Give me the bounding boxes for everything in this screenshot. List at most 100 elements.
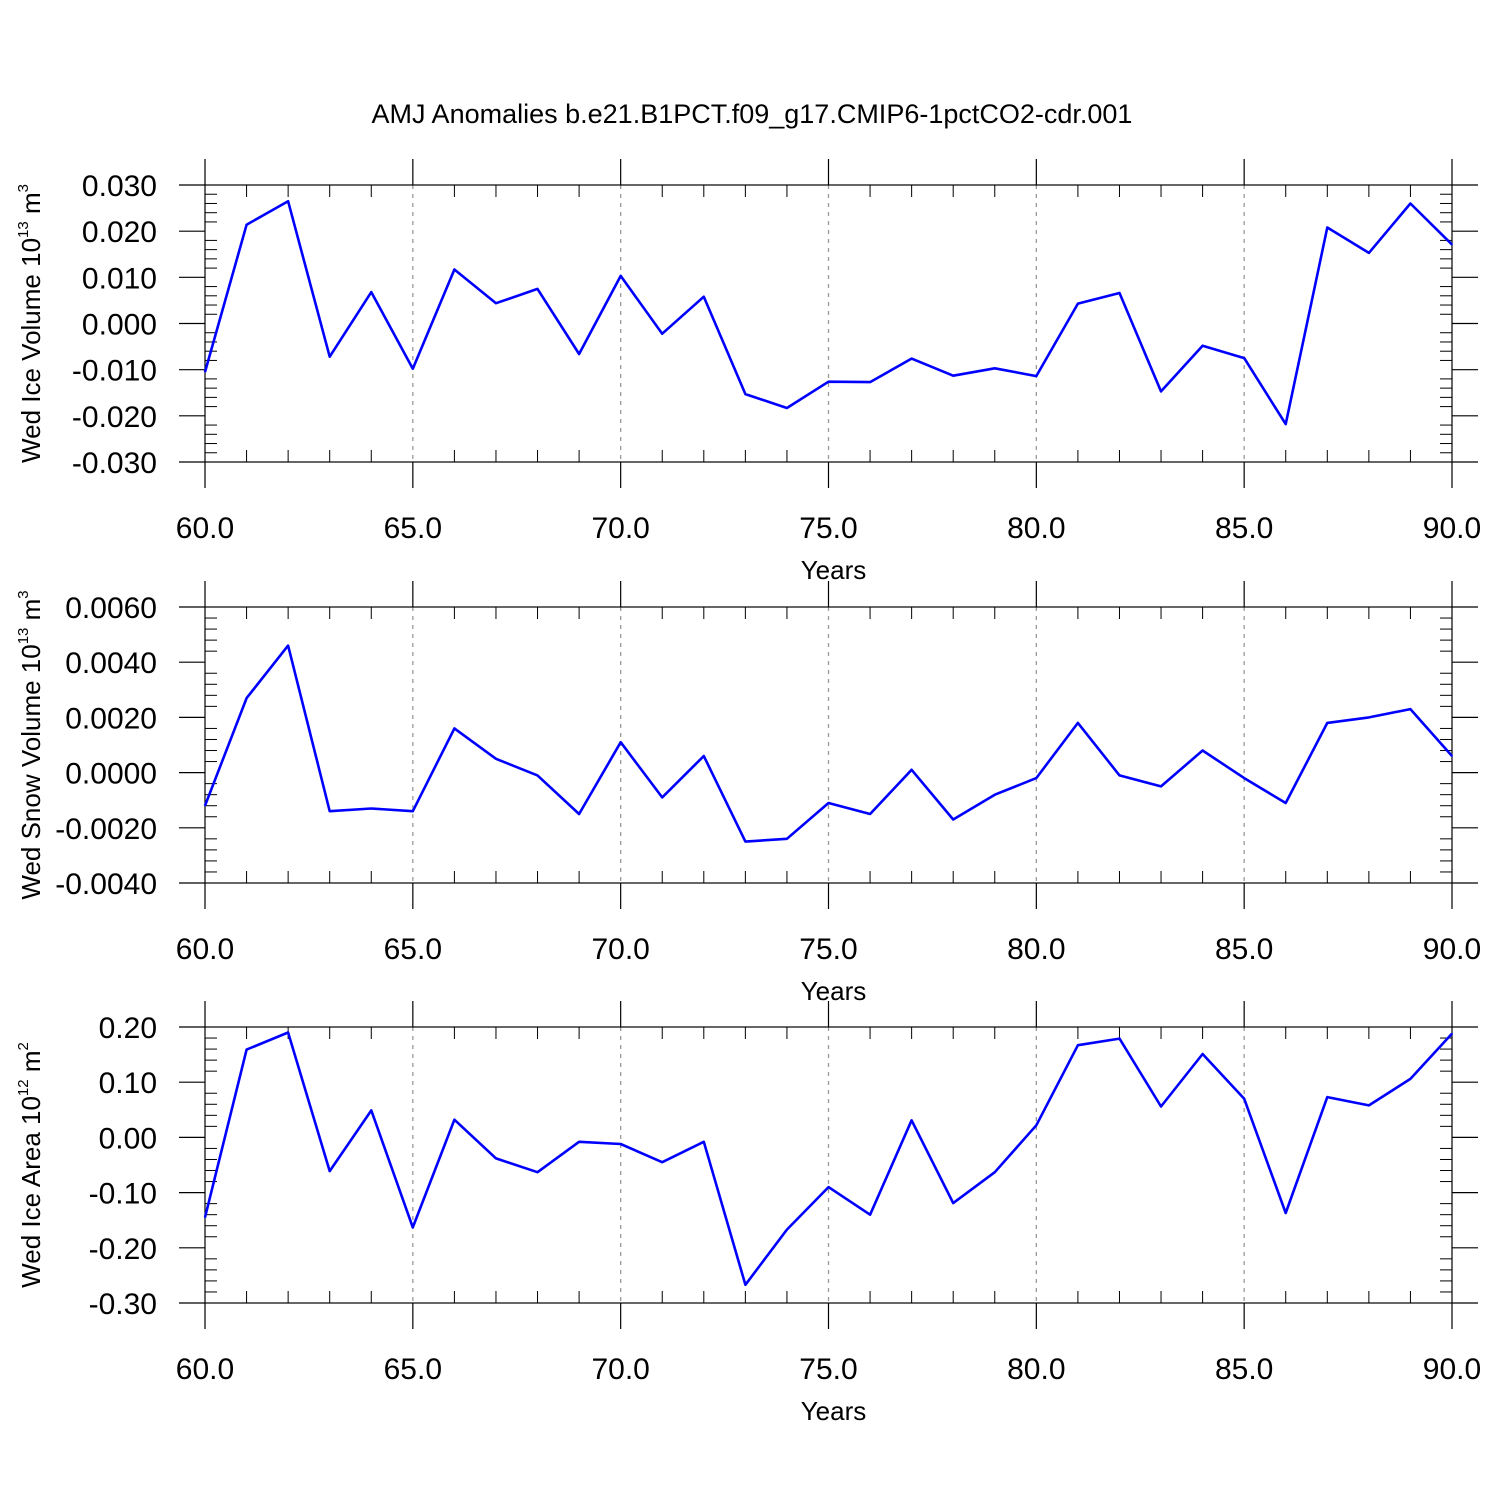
data-point: [1035, 1124, 1038, 1127]
data-point: [1118, 292, 1121, 294]
x-tick-label: 85.0: [1215, 1353, 1273, 1386]
x-axis-title: Years: [801, 555, 867, 585]
data-point: [827, 802, 830, 804]
data-point: [495, 302, 497, 304]
data-point: [370, 291, 373, 293]
data-point: [1160, 390, 1162, 393]
data-point: [993, 367, 996, 370]
data-point: [1451, 755, 1453, 757]
y-axis-title-superscript: 2: [15, 1042, 32, 1050]
data-point: [1284, 802, 1287, 804]
y-tick-label: 0.010: [82, 262, 157, 295]
x-tick-label: 70.0: [591, 933, 649, 966]
x-tick-label: 90.0: [1423, 1353, 1481, 1386]
data-point: [1201, 749, 1204, 752]
data-point: [287, 1031, 289, 1034]
x-tick-label: 65.0: [384, 1353, 442, 1386]
x-tick-label: 90.0: [1423, 512, 1481, 545]
data-point: [619, 741, 622, 744]
y-axis-title-superscript: 13: [15, 221, 32, 238]
data-point: [328, 810, 331, 813]
data-point: [412, 1226, 414, 1229]
data-point: [1409, 202, 1412, 205]
data-point: [1284, 423, 1287, 425]
data-point: [245, 1048, 248, 1051]
x-tick-label: 75.0: [799, 512, 857, 545]
data-point: [204, 1216, 206, 1219]
data-point: [1035, 375, 1038, 377]
data-point: [661, 1161, 664, 1164]
x-tick-label: 60.0: [176, 1353, 234, 1386]
data-point: [453, 727, 456, 730]
y-tick-label: -0.10: [89, 1178, 157, 1211]
data-point: [661, 796, 664, 799]
data-point: [1368, 252, 1370, 254]
chart-title: AMJ Anomalies b.e21.B1PCT.f09_g17.CMIP6-…: [372, 99, 1133, 129]
data-point: [1409, 708, 1412, 710]
data-point: [993, 1171, 996, 1173]
x-tick-label: 90.0: [1423, 933, 1481, 966]
y-axis-title-part: Wed Ice Area 10: [16, 1096, 46, 1288]
data-point: [661, 332, 664, 335]
data-point: [744, 840, 747, 843]
data-point: [1077, 1044, 1079, 1047]
y-tick-label: -0.30: [89, 1288, 157, 1321]
y-tick-label: 0.00: [99, 1122, 157, 1155]
x-tick-label: 75.0: [799, 1353, 857, 1386]
data-point: [1409, 1078, 1412, 1080]
data-point: [869, 813, 871, 815]
y-tick-label: 0.0020: [65, 702, 157, 735]
data-point: [1118, 1037, 1121, 1040]
y-tick-label: 0.030: [82, 170, 157, 203]
y-axis-title: Wed Ice Volume 1013 m3: [15, 184, 46, 463]
x-tick-label: 85.0: [1215, 512, 1273, 545]
x-tick-label: 70.0: [591, 1353, 649, 1386]
y-axis-title: Wed Snow Volume 1013 m3: [15, 590, 46, 899]
data-point: [786, 1228, 788, 1231]
data-point: [328, 355, 331, 358]
data-point: [1160, 785, 1162, 788]
data-point: [786, 838, 788, 840]
panel-3: 0.20 0.10 0.00 -0.10 -0.20 -0.30 60.0 65.0 70.0 7…: [15, 1001, 1481, 1426]
data-point: [1035, 777, 1038, 779]
data-point: [370, 807, 373, 810]
y-tick-label: 0.20: [99, 1012, 157, 1045]
data-point: [1284, 1212, 1287, 1214]
data-point: [703, 755, 705, 757]
data-point: [1160, 1105, 1162, 1108]
data-point: [1118, 774, 1121, 777]
data-point: [952, 374, 954, 377]
y-axis-title-part: m: [16, 192, 46, 221]
data-point: [578, 353, 580, 355]
y-tick-label: 0.000: [82, 309, 157, 342]
y-axis-title-superscript: 3: [15, 184, 32, 192]
x-tick-label: 65.0: [384, 512, 442, 545]
data-point: [744, 393, 747, 395]
data-point: [1326, 722, 1329, 724]
x-tick-label: 60.0: [176, 933, 234, 966]
data-point: [1077, 302, 1079, 305]
data-point: [869, 381, 871, 383]
data-point: [495, 758, 497, 760]
x-tick-label: 65.0: [384, 933, 442, 966]
y-tick-label: -0.030: [72, 447, 157, 480]
x-tick-label: 85.0: [1215, 933, 1273, 966]
data-point: [993, 793, 996, 796]
data-point: [1368, 716, 1370, 719]
x-tick-label: 80.0: [1007, 512, 1065, 545]
data-point: [412, 367, 414, 370]
data-point: [536, 774, 539, 777]
y-axis-title-part: m: [16, 1051, 46, 1080]
data-point: [619, 1143, 622, 1145]
y-axis-title-superscript: 13: [15, 628, 32, 645]
data-point: [204, 804, 206, 807]
data-point: [495, 1157, 497, 1160]
y-axis-title-superscript: 3: [15, 590, 32, 598]
x-tick-label: 60.0: [176, 512, 234, 545]
y-tick-label: 0.10: [99, 1067, 157, 1100]
data-point: [703, 295, 705, 298]
y-tick-label: 0.0060: [65, 592, 157, 625]
data-point: [1451, 1032, 1453, 1035]
data-point: [536, 288, 539, 290]
data-point: [245, 697, 248, 699]
